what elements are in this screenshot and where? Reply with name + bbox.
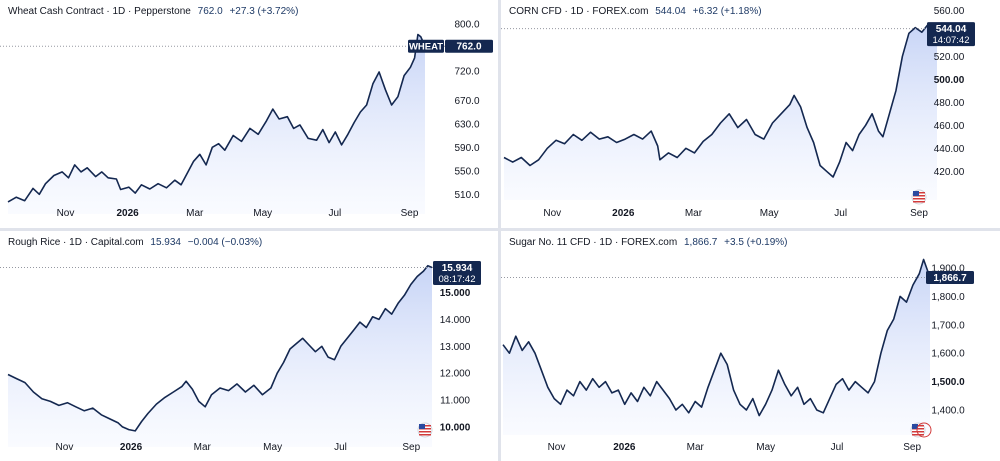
x-tick-label: Sep <box>910 208 928 219</box>
y-tick-label: 1,600.0 <box>931 349 965 360</box>
x-tick-label: Jul <box>834 208 847 219</box>
rice-chart-svg[interactable]: 15.000 14.000 13.000 12.000 11.000 10.000 Nov 2… <box>0 231 498 461</box>
y-tick-label: 1,400.0 <box>931 405 965 416</box>
y-tick-label: 1,700.0 <box>931 320 965 331</box>
x-tick-label: May <box>760 208 779 219</box>
bar-countdown-timer: 08:17:42 <box>439 274 476 285</box>
us-flag-icon[interactable] <box>417 422 433 438</box>
price-line <box>502 258 931 417</box>
wheat-chart-svg[interactable]: 800.0760.0720.0670.0630.0590.0550.0510.0… <box>0 0 498 228</box>
x-tick-label: Mar <box>685 208 703 219</box>
y-tick-label: 10.000 <box>440 422 471 433</box>
legend-change: +27.3 (+3.72%) <box>229 6 299 17</box>
y-tick-label: 560.00 <box>934 6 965 17</box>
y-tick-label: 15.000 <box>440 288 471 299</box>
x-tick-label: May <box>253 208 272 219</box>
y-tick-label: 480.00 <box>934 98 965 109</box>
legend-value: 15.934 <box>150 237 181 248</box>
legend-title: CORN CFD · 1D · FOREX.com <box>509 6 649 17</box>
x-tick-label: Sep <box>903 442 921 453</box>
y-tick-label: 800.0 <box>454 19 479 30</box>
legend-title: Rough Rice · 1D · Capital.com <box>8 237 144 248</box>
y-tick-label: 1,800.0 <box>931 292 965 303</box>
price-line <box>7 264 433 432</box>
last-price-label-bg <box>445 39 493 53</box>
x-tick-label: Mar <box>186 208 204 219</box>
x-tick-label: 2026 <box>612 208 635 219</box>
x-tick-label: Nov <box>57 208 75 219</box>
sugar-chart-svg[interactable]: 1,900.0 1,800.0 1,700.0 1,600.0 1,500.0 1,400… <box>501 231 1000 461</box>
y-tick-label: 1,500.0 <box>931 377 965 388</box>
corn-chart-panel[interactable]: 560.00 520.00 500.00 480.00 460.00 440.00 420.… <box>501 0 1000 228</box>
y-tick-label: 520.00 <box>934 52 965 63</box>
x-tick-label: 2026 <box>120 442 143 453</box>
sugar-legend: Sugar No. 11 CFD · 1D · FOREX.com 1,866.… <box>509 237 788 248</box>
x-tick-label: Jul <box>328 208 341 219</box>
last-price-label-bg <box>927 22 975 47</box>
rice-legend: Rough Rice · 1D · Capital.com 15.934 −0.… <box>8 237 262 248</box>
x-tick-label: 2026 <box>613 442 636 453</box>
y-tick-label: 720.0 <box>454 66 479 77</box>
x-tick-label: Sep <box>402 442 420 453</box>
price-line <box>503 23 938 178</box>
last-price-label: 15.934 <box>442 263 473 274</box>
legend-change: +3.5 (+0.19%) <box>724 237 788 248</box>
x-tick-label: Jul <box>831 442 844 453</box>
x-tick-label: Jul <box>334 442 347 453</box>
x-tick-label: 2026 <box>116 208 139 219</box>
area-fill <box>503 259 930 435</box>
y-tick-label: 630.0 <box>454 119 479 130</box>
legend-change: +6.32 (+1.18%) <box>692 6 762 17</box>
y-tick-label: 510.0 <box>454 190 479 201</box>
last-price-label-bg <box>926 270 974 284</box>
legend-title: Wheat Cash Contract · 1D · Pepperstone <box>8 6 191 17</box>
symbol-tag-bg <box>408 39 444 53</box>
symbol-tag: WHEAT <box>409 42 443 53</box>
x-tick-label: Mar <box>687 442 705 453</box>
y-tick-label: 670.0 <box>454 96 479 107</box>
rice-chart-panel[interactable]: 15.000 14.000 13.000 12.000 11.000 10.000 Nov 2… <box>0 231 498 461</box>
price-line <box>7 33 426 203</box>
y-tick-label: 1,900.0 <box>931 264 965 275</box>
legend-change: −0.004 (−0.03%) <box>187 237 263 248</box>
x-tick-label: May <box>756 442 775 453</box>
y-tick-label: 460.00 <box>934 121 965 132</box>
us-flag-icon[interactable] <box>911 189 927 205</box>
y-tick-label: 13.000 <box>440 342 471 353</box>
y-tick-label: 12.000 <box>440 369 471 380</box>
area-fill <box>504 24 937 200</box>
us-flag-icon[interactable] <box>910 422 932 438</box>
area-fill <box>8 265 432 447</box>
x-tick-label: Mar <box>194 442 212 453</box>
x-tick-label: Nov <box>543 208 561 219</box>
corn-legend: CORN CFD · 1D · FOREX.com 544.04 +6.32 (… <box>509 6 762 17</box>
wheat-chart-panel[interactable]: 800.0760.0720.0670.0630.0590.0550.0510.0… <box>0 0 498 228</box>
wheat-legend: Wheat Cash Contract · 1D · Pepperstone 7… <box>8 6 298 17</box>
y-tick-label: 550.0 <box>454 166 479 177</box>
y-tick-label: 590.0 <box>454 143 479 154</box>
y-tick-label: 500.00 <box>934 75 965 86</box>
last-price-label: 544.04 <box>936 24 967 35</box>
y-tick-label: 420.00 <box>934 167 965 178</box>
y-tick-label: 440.00 <box>934 144 965 155</box>
area-fill <box>8 34 425 214</box>
y-tick-label: 14.000 <box>440 315 471 326</box>
legend-value: 762.0 <box>197 6 223 17</box>
legend-title: Sugar No. 11 CFD · 1D · FOREX.com <box>509 237 678 248</box>
legend-value: 544.04 <box>655 6 686 17</box>
y-tick-label: 11.000 <box>440 396 470 407</box>
x-tick-label: Nov <box>56 442 74 453</box>
x-tick-label: May <box>263 442 282 453</box>
legend-value: 1,866.7 <box>683 237 718 248</box>
last-price-label-bg <box>433 260 481 285</box>
x-tick-label: Sep <box>401 208 419 219</box>
corn-chart-svg[interactable]: 560.00 520.00 500.00 480.00 460.00 440.00 420.… <box>501 0 1000 228</box>
bar-countdown-timer: 14:07:42 <box>933 35 970 46</box>
last-price-label: 762.0 <box>456 42 481 53</box>
x-tick-label: Nov <box>548 442 566 453</box>
last-price-label: 1,866.7 <box>933 273 967 284</box>
sugar-chart-panel[interactable]: 1,900.0 1,800.0 1,700.0 1,600.0 1,500.0 1,400… <box>501 231 1000 461</box>
